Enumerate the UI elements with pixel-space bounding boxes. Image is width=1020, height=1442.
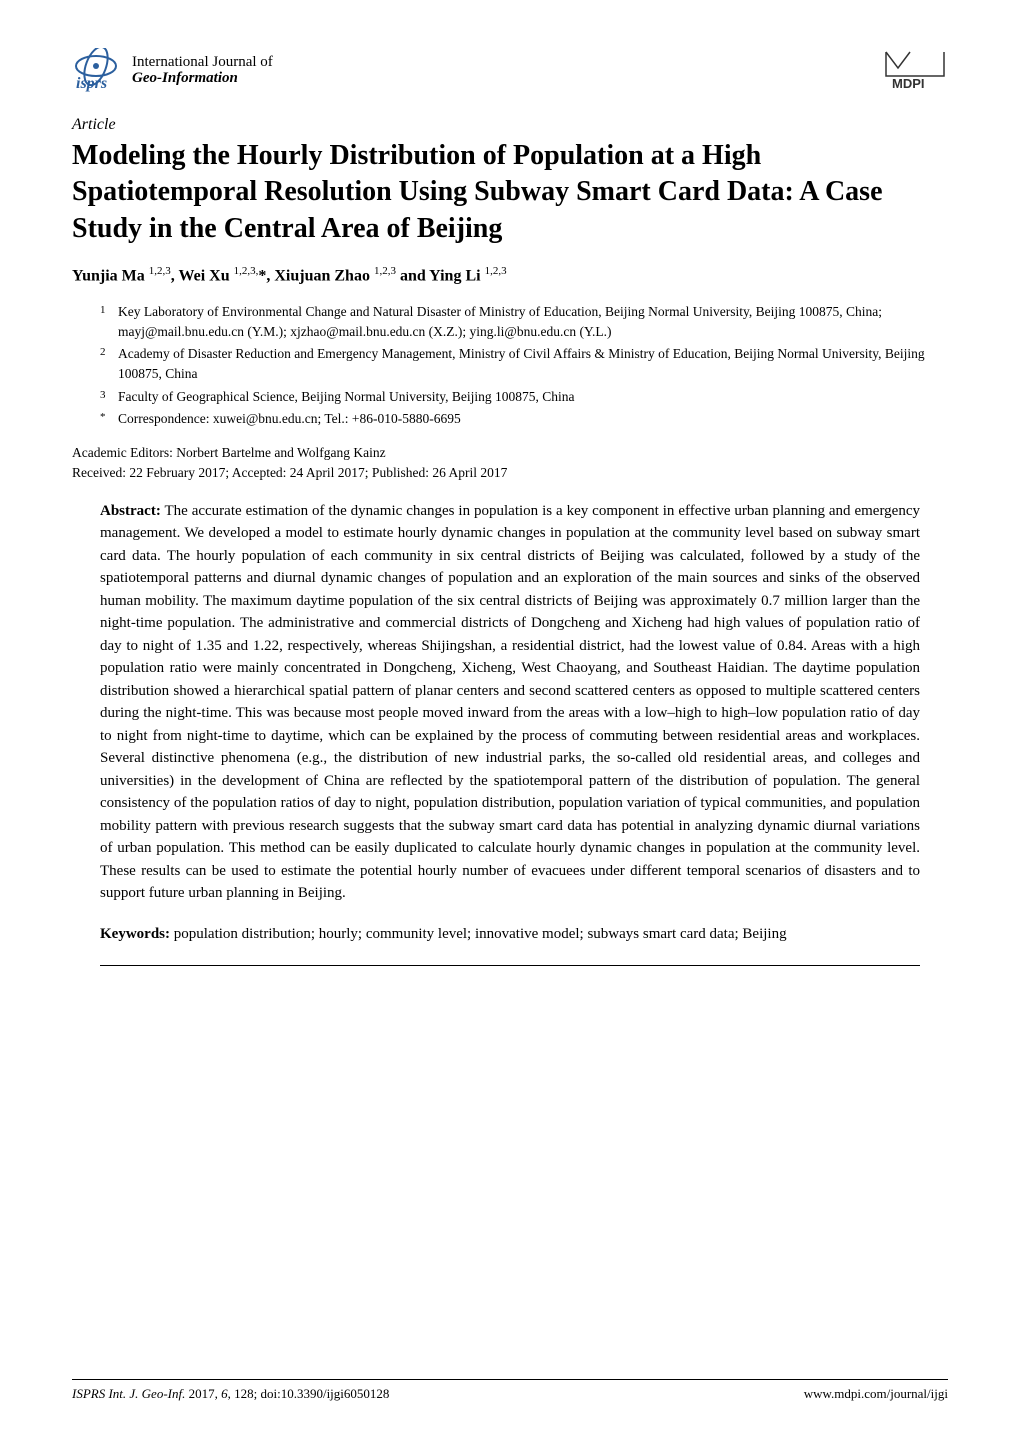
journal-name-line1: International Journal of <box>132 54 273 71</box>
keywords-label: Keywords: <box>100 926 170 942</box>
authors: Yunjia Ma 1,2,3, Wei Xu 1,2,3,*, Xiujuan… <box>72 265 948 285</box>
svg-text:isprs: isprs <box>76 75 107 92</box>
editors-dates: Academic Editors: Norbert Bartelme and W… <box>72 443 948 484</box>
affiliation-text: Key Laboratory of Environmental Change a… <box>118 302 948 343</box>
mdpi-logo-icon: MDPI <box>882 48 948 92</box>
affiliation-row: 3 Faculty of Geographical Science, Beiji… <box>100 387 948 407</box>
footer-journal: ISPRS Int. J. Geo-Inf. <box>72 1386 185 1401</box>
footer-issue: , 6 <box>215 1386 228 1401</box>
isprs-logo-block: isprs International Journal of Geo-Infor… <box>72 48 273 92</box>
abstract-label: Abstract: <box>100 503 161 519</box>
keywords: Keywords: population distribution; hourl… <box>72 923 948 946</box>
affiliation-num: 2 <box>100 344 118 385</box>
abstract: Abstract: The accurate estimation of the… <box>72 500 948 905</box>
affiliation-text: Academy of Disaster Reduction and Emerge… <box>118 344 948 385</box>
article-type: Article <box>72 116 948 134</box>
journal-name: International Journal of Geo-Information <box>132 54 273 87</box>
isprs-logo-icon: isprs <box>72 48 126 92</box>
academic-editors: Academic Editors: Norbert Bartelme and W… <box>72 443 948 463</box>
svg-text:MDPI: MDPI <box>892 76 925 91</box>
affiliation-text: Faculty of Geographical Science, Beijing… <box>118 387 948 407</box>
footer-url: www.mdpi.com/journal/ijgi <box>804 1386 948 1402</box>
affiliation-row: * Correspondence: xuwei@bnu.edu.cn; Tel.… <box>100 409 948 429</box>
header: isprs International Journal of Geo-Infor… <box>72 48 948 92</box>
affiliation-row: 1 Key Laboratory of Environmental Change… <box>100 302 948 343</box>
affiliation-row: 2 Academy of Disaster Reduction and Emer… <box>100 344 948 385</box>
affiliation-num: 3 <box>100 387 118 407</box>
footer-doi: doi:10.3390/ijgi6050128 <box>260 1386 389 1401</box>
affiliation-num: * <box>100 409 118 429</box>
mdpi-logo-block: MDPI <box>882 48 948 92</box>
received-accepted-published: Received: 22 February 2017; Accepted: 24… <box>72 463 948 483</box>
article-title: Modeling the Hourly Distribution of Popu… <box>72 138 948 247</box>
footer-year: 2017 <box>185 1386 214 1401</box>
affiliation-text: Correspondence: xuwei@bnu.edu.cn; Tel.: … <box>118 409 948 429</box>
abstract-text: The accurate estimation of the dynamic c… <box>100 503 920 902</box>
affiliation-num: 1 <box>100 302 118 343</box>
journal-name-line2: Geo-Information <box>132 70 273 87</box>
affiliations: 1 Key Laboratory of Environmental Change… <box>72 302 948 430</box>
footer-page: , 128; <box>228 1386 261 1401</box>
keywords-text: population distribution; hourly; communi… <box>170 926 787 942</box>
footer-left: ISPRS Int. J. Geo-Inf. 2017, 6, 128; doi… <box>72 1386 389 1402</box>
section-divider <box>100 965 920 966</box>
footer: ISPRS Int. J. Geo-Inf. 2017, 6, 128; doi… <box>72 1379 948 1402</box>
